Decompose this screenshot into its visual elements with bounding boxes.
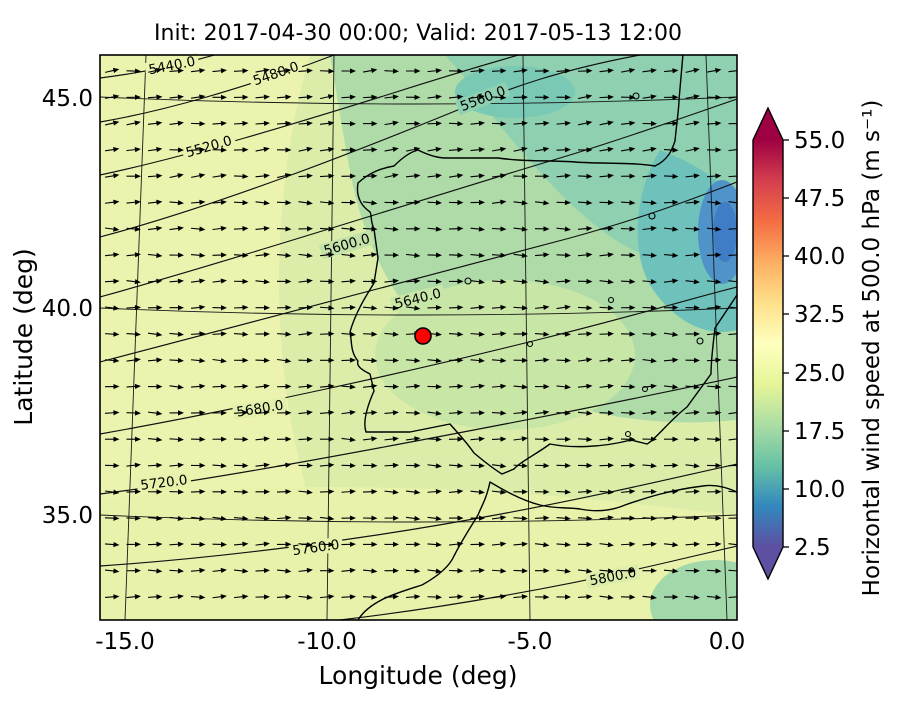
x-tick-label: -5.0 <box>508 629 553 655</box>
y-tick-label: 40.0 <box>42 296 93 322</box>
colorbar-tick-label: 32.5 <box>794 302 845 328</box>
colorbar-tick-label: 55.0 <box>794 128 845 154</box>
colorbar-tick-label: 17.5 <box>794 419 845 445</box>
station-marker <box>415 328 431 344</box>
y-tick-label: 45.0 <box>42 86 93 112</box>
colorbar-under-arrow <box>753 547 783 579</box>
colorbar-tick-label: 47.5 <box>794 186 845 212</box>
y-tick-label: 35.0 <box>42 503 93 529</box>
x-tick-label: -10.0 <box>297 629 357 655</box>
colorbar-ticks <box>783 140 789 547</box>
colorbar-over-arrow <box>753 108 783 140</box>
plot-title: Init: 2017-04-30 00:00; Valid: 2017-05-1… <box>154 21 682 46</box>
colorbar-label: Horizontal wind speed at 500.0 hPa (m s⁻… <box>859 100 885 597</box>
colorbar: 55.0 47.5 40.0 32.5 25.0 17.5 10.0 2.5 H… <box>753 100 885 597</box>
colorbar-tick-label: 25.0 <box>794 361 845 387</box>
x-tick-label: -15.0 <box>95 629 155 655</box>
y-axis-label: Latitude (deg) <box>9 248 38 425</box>
colorbar-tick-label: 10.0 <box>794 477 845 503</box>
x-tick-label: 0.0 <box>709 629 746 655</box>
x-axis-label: Longitude (deg) <box>319 661 518 690</box>
colorbar-gradient-bar <box>753 140 783 547</box>
colorbar-tick-label: 40.0 <box>794 244 845 270</box>
colorbar-tick-label: 2.5 <box>794 535 831 561</box>
